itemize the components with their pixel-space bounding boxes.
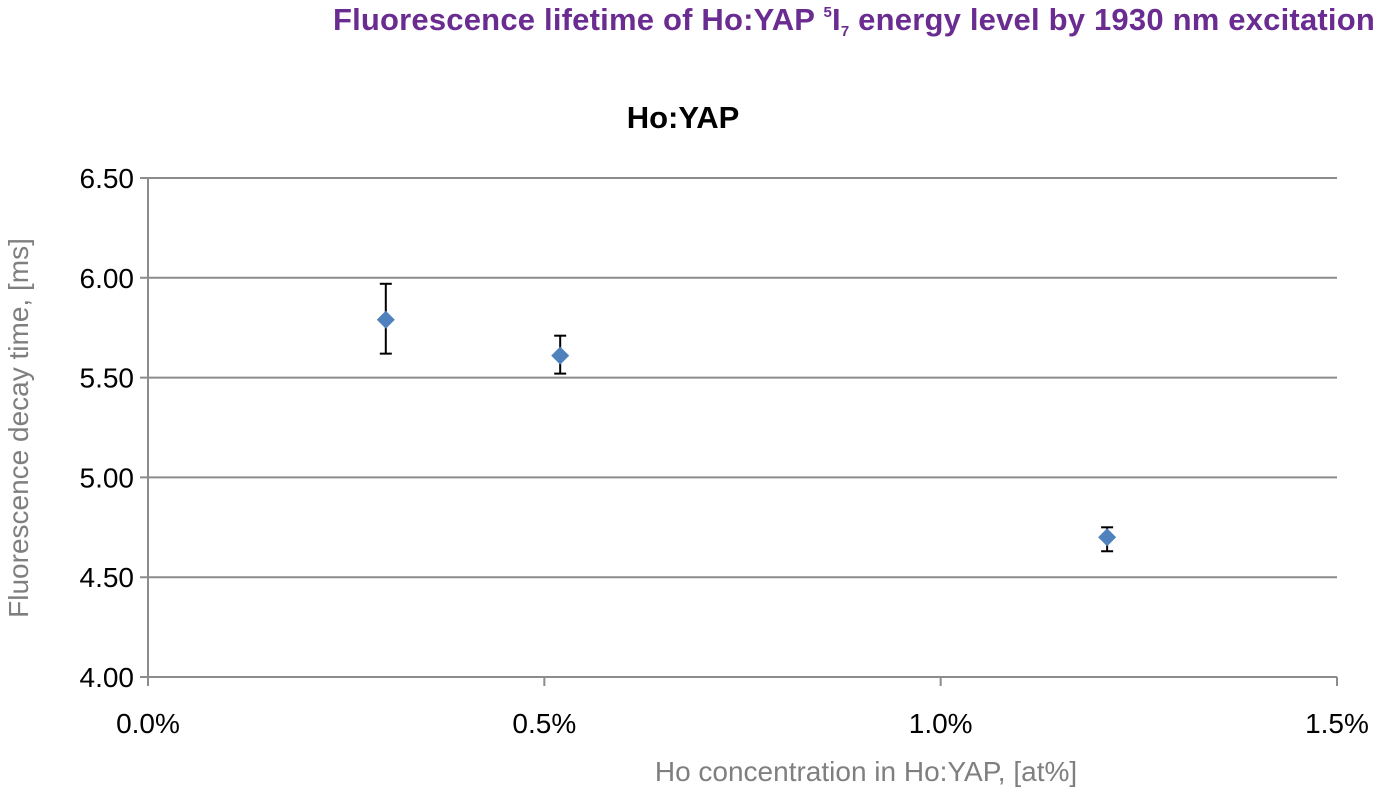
grid-lines (140, 177, 1337, 678)
x-tick-label: 0.0% (116, 708, 180, 739)
data-point (551, 346, 570, 365)
y-tick-label: 4.00 (80, 662, 135, 693)
y-axis-label: Fluorescence decay time, [ms] (3, 238, 34, 618)
y-tick-labels: 4.00 4.50 5.00 5.50 6.00 6.50 (80, 163, 135, 693)
chart-title: Ho:YAP (627, 100, 740, 135)
title-part-1: Fluorescence lifetime of Ho:YAP (332, 2, 824, 37)
title-symbol: I (831, 2, 841, 37)
data-point (1098, 528, 1117, 547)
x-tick-label: 0.5% (512, 708, 576, 739)
x-axis-label: Ho concentration in Ho:YAP, [at%] (655, 756, 1077, 787)
error-bars (379, 282, 1114, 553)
title-part-2: energy level by 1930 nm excitation (849, 2, 1375, 37)
data-point (376, 310, 395, 329)
axes (140, 178, 1338, 686)
y-tick-label: 4.50 (80, 562, 135, 593)
x-tick-labels: 0.0% 0.5% 1.0% 1.5% (116, 708, 1369, 739)
title-subscript: 7 (840, 23, 850, 40)
y-tick-label: 5.00 (80, 462, 135, 493)
x-tick-label: 1.0% (909, 708, 973, 739)
y-tick-label: 6.00 (80, 263, 135, 294)
y-tick-label: 6.50 (80, 163, 135, 194)
data-points (376, 310, 1117, 547)
y-tick-label: 5.50 (80, 363, 135, 394)
x-tick-label: 1.5% (1305, 708, 1369, 739)
page-title: Fluorescence lifetime of Ho:YAP 5I7 ener… (0, 2, 1375, 40)
title-superscript: 5 (823, 4, 832, 21)
